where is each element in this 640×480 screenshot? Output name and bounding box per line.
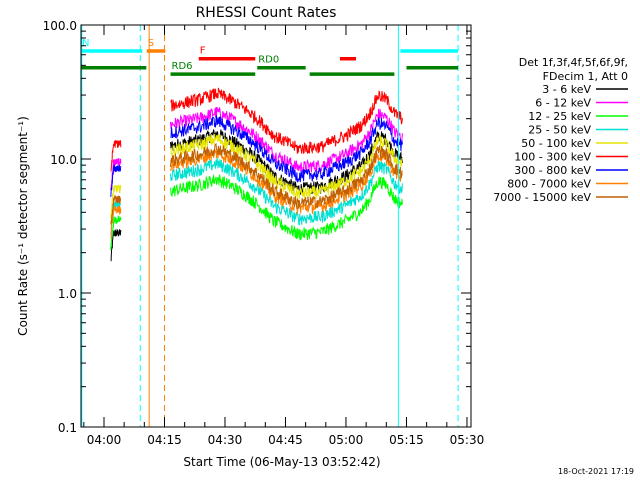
series-line-early: [110, 215, 122, 251]
y-axis-label: Count Rate (s⁻¹ detector segment⁻¹): [16, 116, 30, 336]
legend-entry-label: 300 - 800 keV: [514, 164, 591, 177]
legend-entry-label: 6 - 12 keV: [535, 97, 591, 110]
series-line-main: [170, 157, 403, 226]
legend-entry-label: 3 - 6 keV: [542, 83, 591, 96]
series-line-early: [110, 184, 122, 219]
series-line-main: [170, 148, 403, 215]
series-line-main: [170, 133, 403, 200]
timestamp: 18-Oct-2021 17:19: [558, 467, 634, 476]
series-group: [110, 87, 403, 262]
attenuator-label: F: [200, 46, 206, 57]
legend-header: Det 1f,3f,4f,5f,6f,9f,: [519, 56, 628, 69]
y-tick-label: 0.1: [58, 421, 77, 435]
series-line-early: [110, 139, 122, 172]
legend-entry-label: 100 - 300 keV: [514, 151, 591, 164]
decimation-label: RD6: [172, 61, 193, 72]
y-tick-label: 100.0: [43, 19, 77, 33]
x-tick-label: 04:30: [208, 433, 243, 447]
x-tick-label: 04:45: [268, 433, 303, 447]
y-tick-label: 10.0: [50, 153, 77, 167]
plot-frame: [80, 24, 472, 428]
legend-entry-label: 7000 - 15000 keV: [493, 191, 591, 204]
axes-group: 04:00 04:15 04:30 04:45 05:00 05:15 05:30 0.1 1.…: [43, 19, 485, 447]
series-line-early: [110, 164, 122, 197]
x-axis-label: Start Time (06-May-13 03:52:42): [183, 455, 380, 469]
attenuator-label: S: [148, 38, 154, 49]
series-line-early: [110, 205, 122, 239]
x-tick-label: 04:15: [147, 433, 182, 447]
x-tick-label: 05:30: [450, 433, 485, 447]
legend: Det 1f,3f,4f,5f,6f,9f,FDecim 1, Att 03 -…: [493, 56, 628, 204]
legend-entry-label: 50 - 100 keV: [521, 137, 591, 150]
series-line-early: [110, 228, 122, 262]
x-tick-label: 05:15: [389, 433, 424, 447]
legend-entry-label: 25 - 50 keV: [528, 124, 591, 137]
series-line-main: [170, 174, 403, 241]
legend-header: FDecim 1, Att 0: [543, 70, 628, 83]
overlay-group: S F N RD6 RD0: [81, 25, 459, 427]
y-tick-label: 1.0: [58, 287, 77, 301]
series-line-main: [170, 87, 403, 155]
legend-entry-label: 12 - 25 keV: [528, 110, 591, 123]
series-line-early: [110, 194, 122, 225]
legend-entry-label: 800 - 7000 keV: [507, 178, 591, 191]
chart-title: RHESSI Count Rates: [196, 5, 337, 21]
decimation-label: RD0: [258, 55, 279, 66]
series-line-main: [170, 142, 403, 210]
saa-label: N: [82, 38, 89, 49]
series-line-main: [170, 115, 403, 183]
x-tick-label: 05:00: [329, 433, 364, 447]
x-tick-label: 04:00: [87, 433, 122, 447]
